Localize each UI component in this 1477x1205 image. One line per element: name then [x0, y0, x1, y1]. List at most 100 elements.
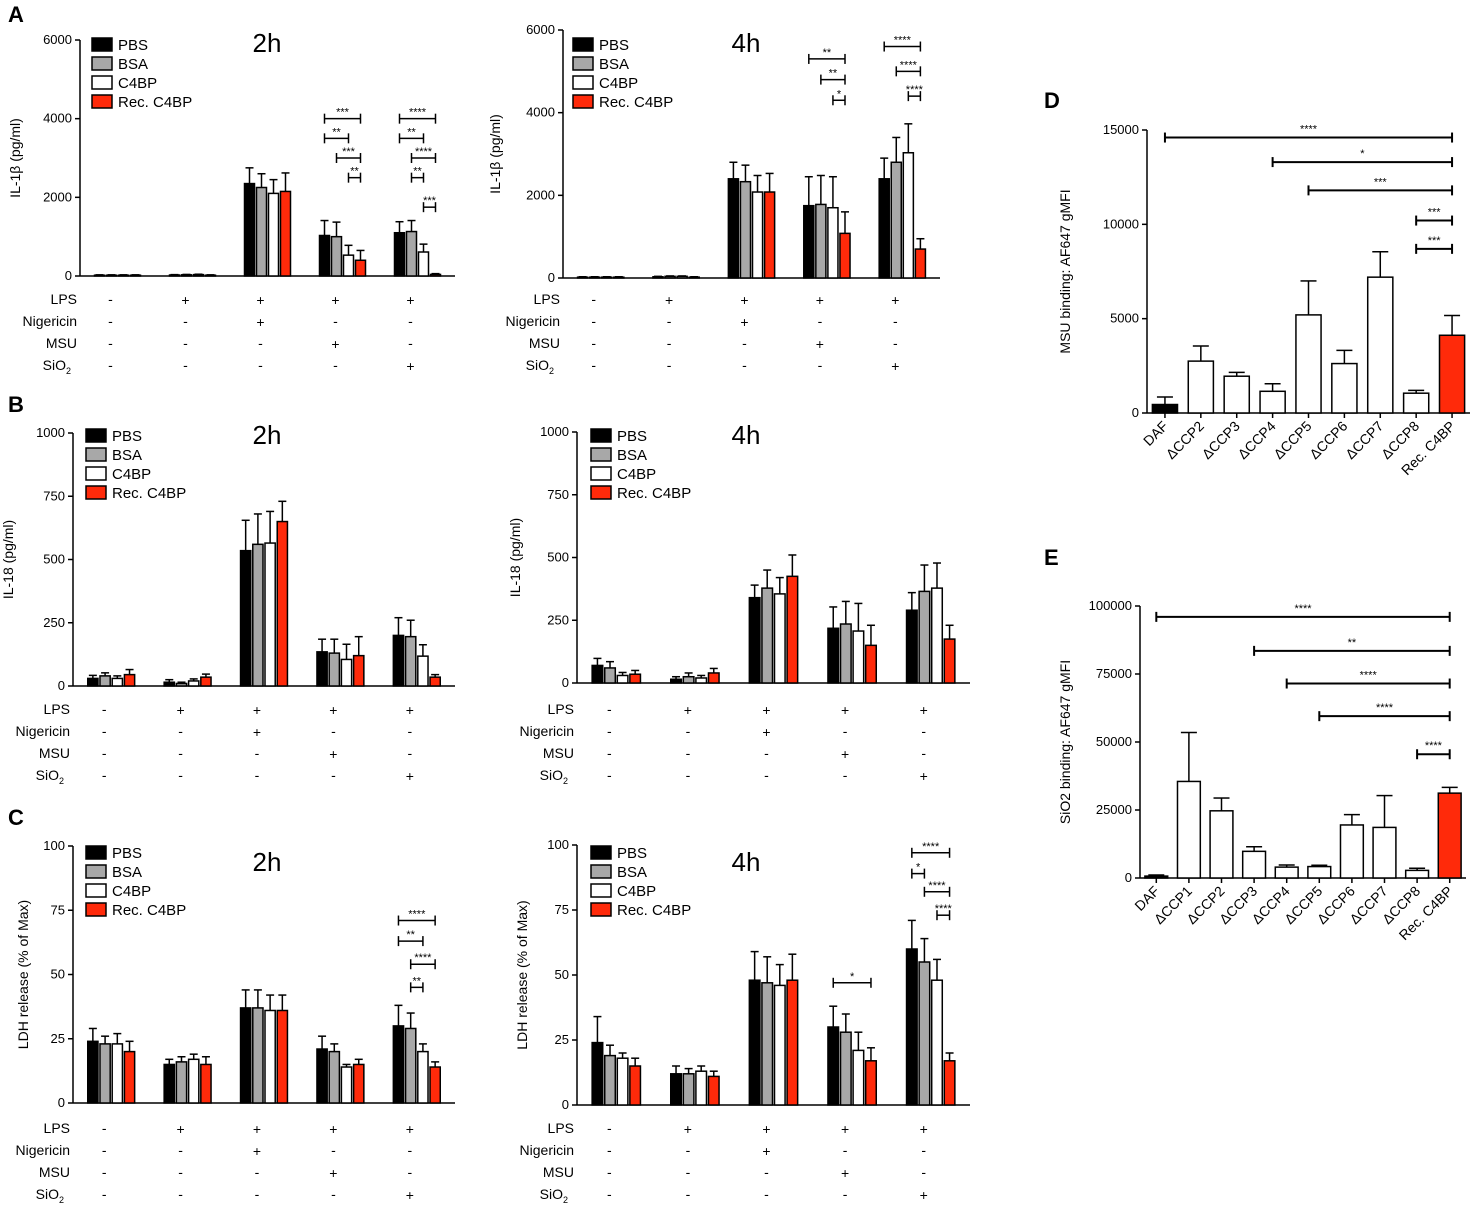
- B-2h-treatment-mark: +: [329, 702, 337, 718]
- A-2h-legend-swatch: [91, 75, 113, 90]
- C-4h-treatment-mark: -: [921, 1164, 926, 1180]
- D-x-tick-label: ΔCCP4: [1234, 418, 1278, 462]
- A-4h-treatment-mark: -: [667, 357, 672, 373]
- B-4h-y-tick-label: 500: [547, 550, 569, 565]
- C-2h-treatment-mark: -: [407, 1142, 412, 1158]
- C-2h-treatment-mark: -: [178, 1142, 183, 1158]
- A-4h-legend-label: PBS: [599, 37, 629, 54]
- A-4h-treatment-mark: +: [891, 358, 899, 374]
- A-4h-treatment-mark: +: [740, 314, 748, 330]
- A-4h-treatment-mark: -: [591, 291, 596, 307]
- D-x-tick-label: ΔCCP7: [1342, 418, 1386, 462]
- C-2h-treatment-mark: -: [407, 1164, 412, 1180]
- A-4h-sig-label: ****: [900, 59, 918, 71]
- B-2h-treatment-mark: -: [102, 745, 107, 761]
- D-y-tick-label: 5000: [1110, 311, 1139, 326]
- C-2h-bar-pbs: [239, 1007, 252, 1104]
- A-4h-legend-label: BSA: [599, 56, 629, 73]
- A-4h-treatment-mark: -: [742, 335, 747, 351]
- C-4h-treatment-row-label: LPS: [548, 1120, 574, 1136]
- B-2h-treatment-mark: -: [102, 701, 107, 717]
- B-4h-y-tick-label: 1000: [540, 424, 569, 439]
- A-2h-legend-swatch: [91, 37, 113, 52]
- A-4h-treatment-mark: -: [893, 313, 898, 329]
- C-2h-legend-swatch: [85, 883, 107, 898]
- B-4h-treatment-mark: -: [607, 745, 612, 761]
- B-4h-legend-label: Rec. C4BP: [617, 485, 691, 502]
- A-4h-treatment-mark: +: [891, 292, 899, 308]
- B-2h-treatment-mark: -: [178, 723, 183, 739]
- C-4h-bar-c4bp: [695, 1070, 708, 1106]
- A-2h-y-tick-label: 6000: [43, 32, 72, 47]
- C-4h-bar-bsa: [761, 982, 774, 1106]
- D-sig-label: *: [1360, 148, 1365, 160]
- B-4h-bar-c4bp: [616, 674, 629, 684]
- C-4h-legend-swatch: [590, 845, 612, 860]
- A-2h-sig-label: **: [350, 166, 359, 178]
- C-2h-treatment-mark: -: [102, 1164, 107, 1180]
- C-4h-treatment-mark: +: [762, 1121, 770, 1137]
- A-2h-treatment-mark: -: [333, 313, 338, 329]
- A-2h-bar-pbs: [168, 274, 181, 277]
- A-2h-bar-pbs: [318, 234, 331, 277]
- C-2h-treatment-mark: -: [178, 1164, 183, 1180]
- E-y-tick-label: 75000: [1096, 666, 1132, 681]
- B-2h-bar-pbs: [163, 681, 176, 687]
- B-2h-treatment-mark: -: [255, 767, 260, 783]
- C-2h-y-tick-label: 50: [51, 967, 65, 982]
- C-4h-treatment-mark: -: [843, 1186, 848, 1202]
- B-4h-treatment-mark: +: [684, 702, 692, 718]
- B-4h-treatment-mark: -: [686, 723, 691, 739]
- C-4h-treatment-mark: -: [607, 1186, 612, 1202]
- A-4h-treatment-mark: -: [742, 357, 747, 373]
- C-4h-treatment-mark: -: [607, 1164, 612, 1180]
- B-2h-title: 2h: [253, 420, 282, 450]
- A-4h-bar-c4bp: [751, 191, 764, 279]
- B-4h-treatment-mark: -: [764, 767, 769, 783]
- C-4h-y-tick-label: 100: [547, 837, 569, 852]
- A-2h-bar-bsa: [105, 274, 118, 277]
- subscript-2: 2: [549, 366, 554, 376]
- B-2h-bar-pbs: [316, 651, 328, 687]
- A-4h-bar-pbs: [727, 178, 740, 279]
- C-2h-sig-label: **: [413, 975, 422, 987]
- C-2h-bar-c4bp: [111, 1043, 124, 1104]
- A-4h-y-tick-label: 2000: [526, 187, 555, 202]
- B-2h-treatment-mark: +: [177, 702, 185, 718]
- B-4h-legend-swatch: [590, 466, 612, 481]
- C-2h-treatment-row-label: Nigericin: [16, 1142, 70, 1158]
- B-2h-y-tick-label: 250: [43, 615, 65, 630]
- C-2h-legend-swatch: [85, 864, 107, 879]
- C-4h-bar-bsa: [918, 961, 931, 1106]
- A-2h-treatment-mark: -: [183, 335, 188, 351]
- B-2h-bar-rec-c4bp: [123, 673, 136, 687]
- B-2h-y-tick-label: 500: [43, 552, 65, 567]
- B-4h-bar-pbs: [827, 627, 840, 684]
- B-4h-bar-pbs: [748, 596, 761, 684]
- B-4h-legend-label: C4BP: [617, 466, 656, 483]
- C-4h-treatment-mark: +: [684, 1121, 692, 1137]
- D-bar: [1438, 334, 1466, 414]
- E-y-tick-label: 100000: [1089, 598, 1132, 613]
- panel-label-A: A: [8, 2, 24, 27]
- A-2h-treatment-mark: +: [331, 292, 339, 308]
- C-4h-treatment-mark: -: [921, 1142, 926, 1158]
- subscript-2: 2: [66, 366, 71, 376]
- A-4h-sig-label: **: [829, 68, 838, 80]
- C-2h-treatment-mark: -: [255, 1186, 260, 1202]
- C-2h-bar-bsa: [404, 1027, 417, 1104]
- C-2h-legend-label: BSA: [112, 864, 142, 881]
- C-2h-bar-rec-c4bp: [352, 1063, 365, 1104]
- A-4h-sig-label: ****: [894, 35, 912, 47]
- B-4h-treatment-mark: -: [607, 767, 612, 783]
- C-4h-treatment-row-label: SiO2: [540, 1186, 568, 1205]
- B-4h-legend-swatch: [590, 447, 612, 462]
- C-2h-legend-swatch: [85, 902, 107, 917]
- A-4h-bar-pbs: [803, 204, 815, 279]
- A-4h-legend-label: C4BP: [599, 75, 638, 92]
- A-2h-bar-c4bp: [342, 254, 355, 277]
- A-2h-treatment-mark: -: [183, 357, 188, 373]
- D-x-tick-label: DAF: [1140, 418, 1171, 449]
- B-2h-treatment-mark: -: [178, 745, 183, 761]
